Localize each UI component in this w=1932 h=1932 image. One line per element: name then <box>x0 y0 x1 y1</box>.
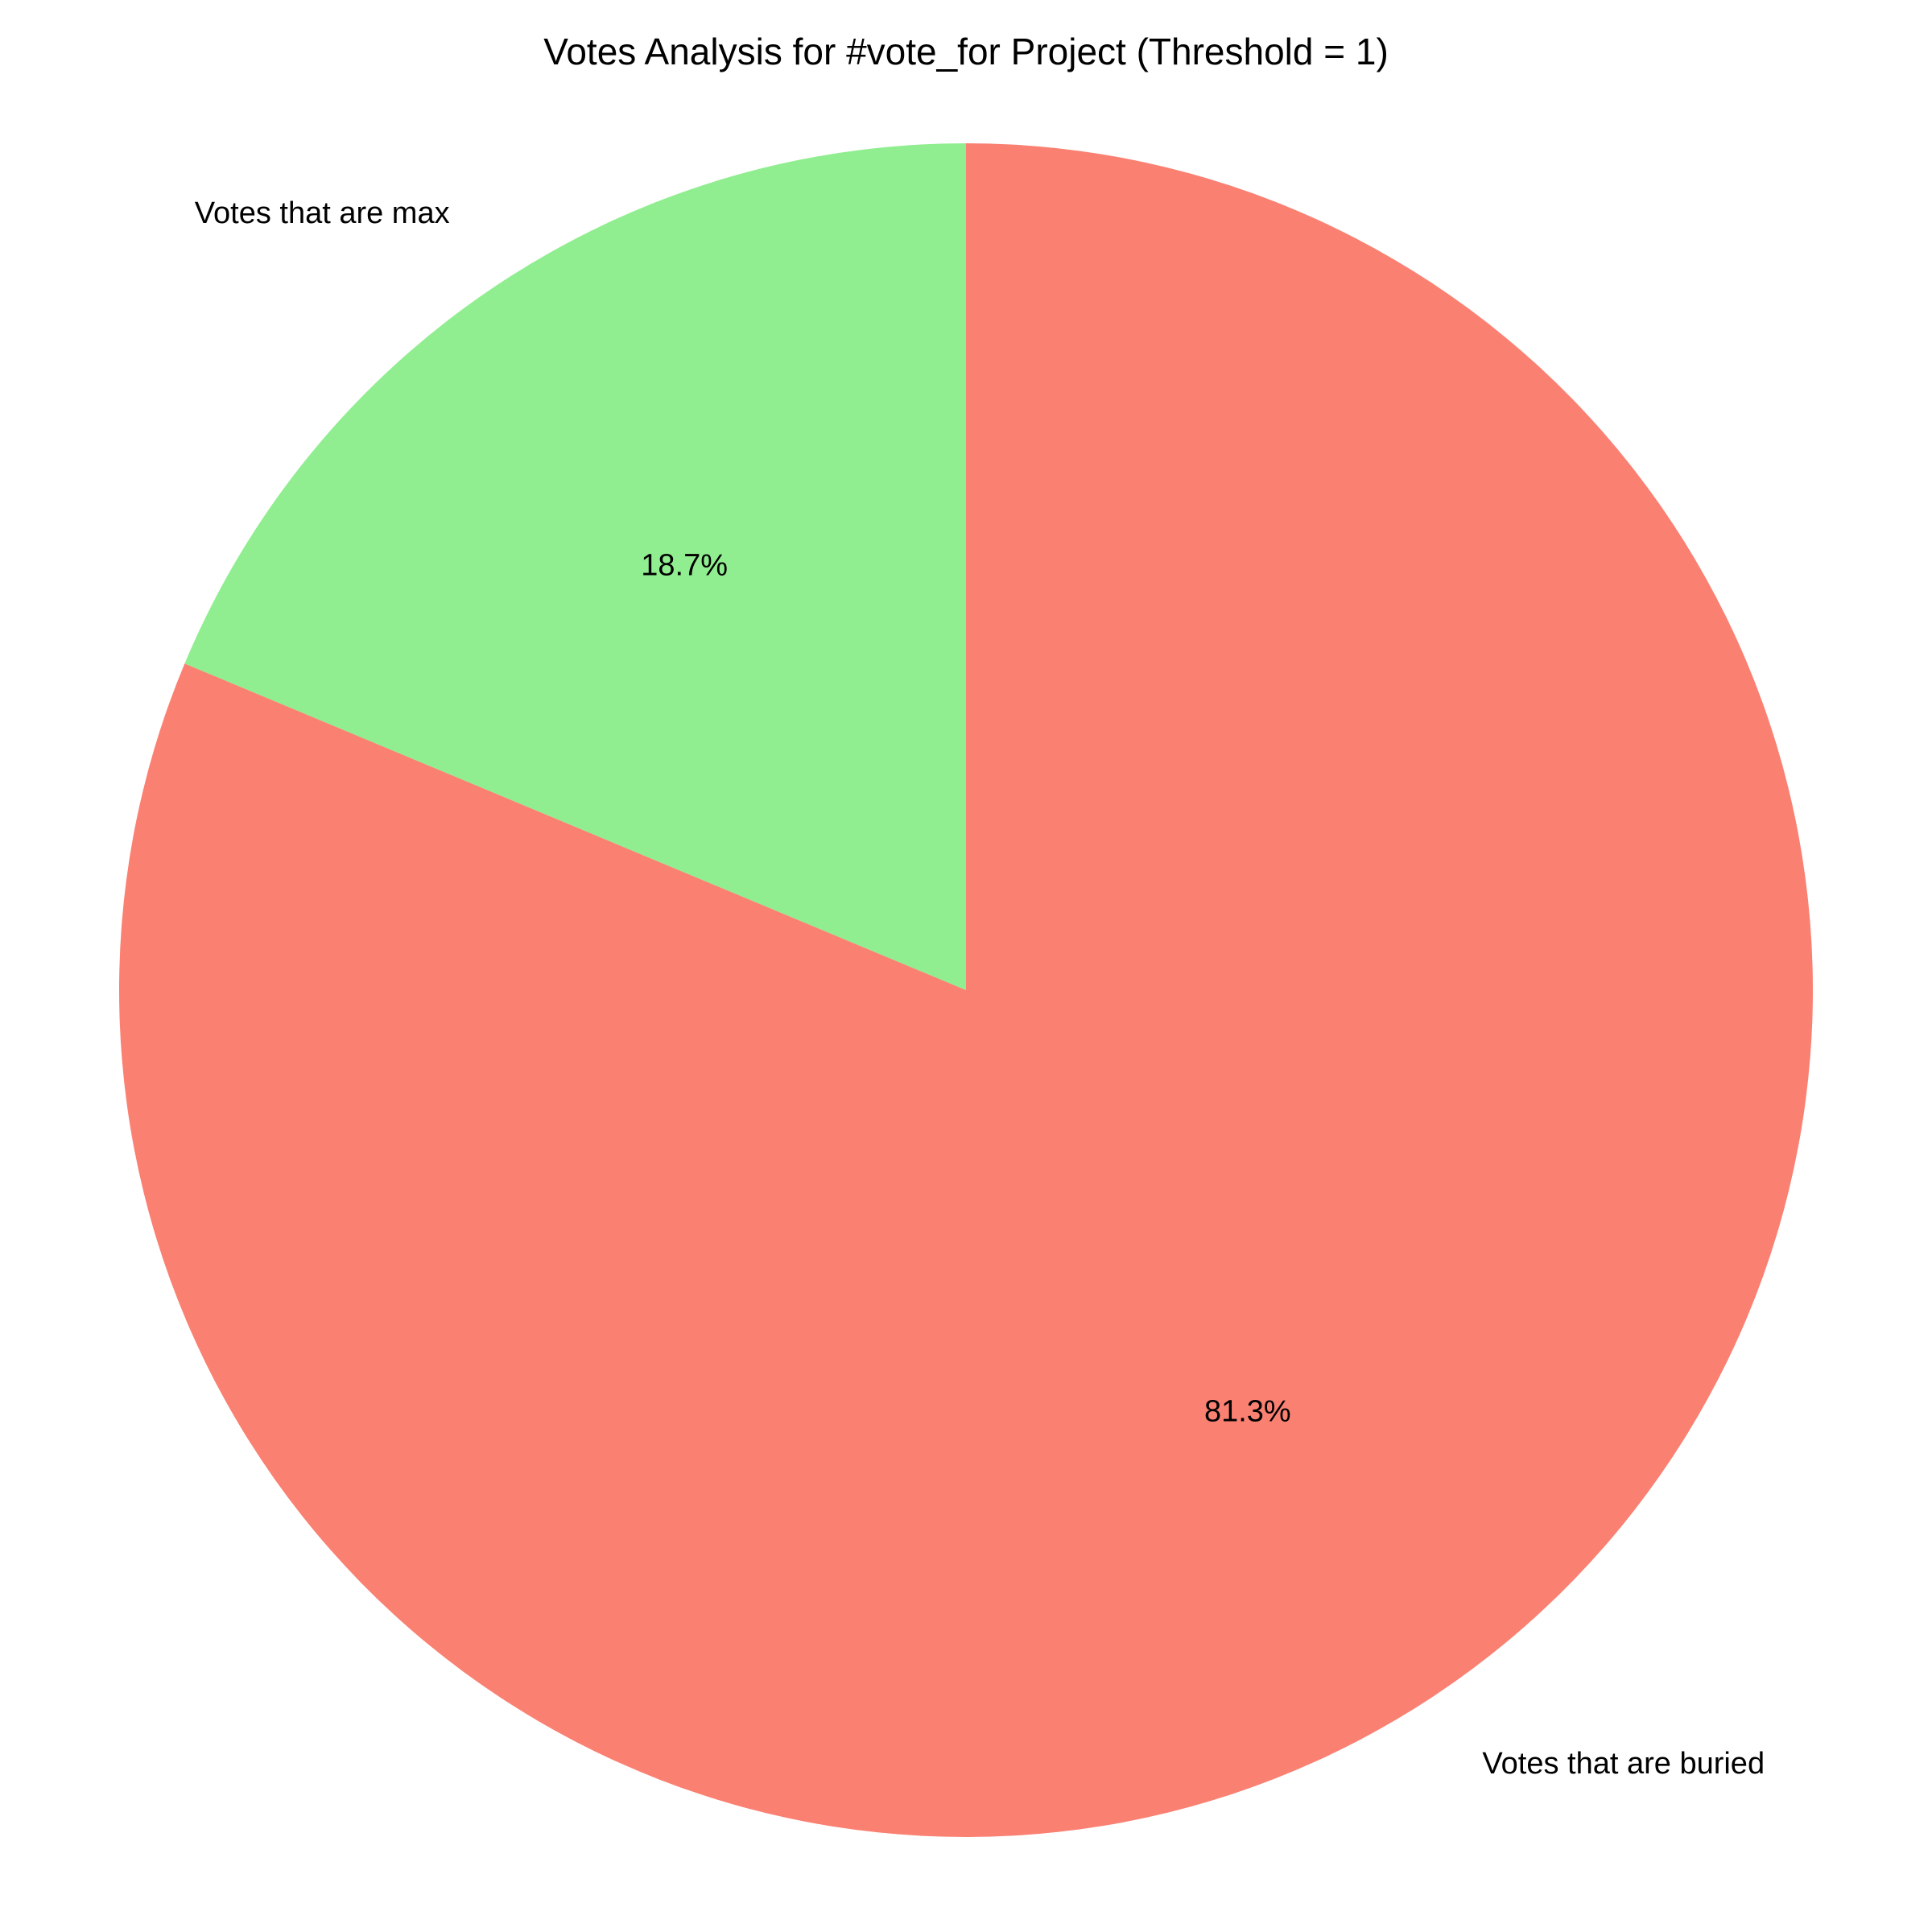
slice-label-2: Votes that are buried <box>1482 1747 1765 1781</box>
pie-slice-2 <box>118 143 1813 1837</box>
pie-labels: Votes that are max 18.7% Votes that are bu… <box>195 196 1765 1781</box>
pie-slice-1 <box>184 143 967 990</box>
chart-title: Votes Analysis for #vote_for Project (Th… <box>543 31 1389 72</box>
slice-percent-label-2: 81.3% <box>1204 1394 1291 1428</box>
slice-label-1: Votes that are max <box>195 196 450 230</box>
pie-slices <box>118 143 1813 1837</box>
slice-percent-label-1: 18.7% <box>641 549 728 583</box>
